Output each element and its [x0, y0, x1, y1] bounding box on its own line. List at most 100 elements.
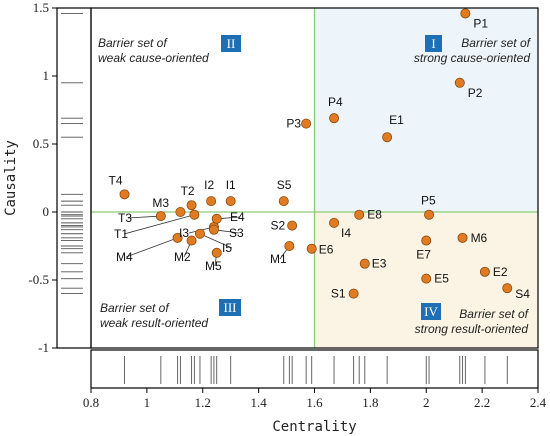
quadrant-iv-title: Barrier set of [459, 307, 529, 321]
point-label-e4: E4 [230, 210, 245, 224]
point-label-m5: M5 [205, 259, 222, 273]
point-label-m1: M1 [270, 252, 287, 266]
data-point-t4 [119, 189, 130, 200]
quadrant-iv-badge [421, 303, 441, 320]
point-label-i3: I3 [179, 226, 189, 240]
data-point-m6 [457, 232, 468, 243]
point-label-p4: P4 [328, 95, 343, 109]
point-label-e8: E8 [367, 208, 382, 222]
point-label-i4: I4 [341, 226, 351, 240]
y-tick-label: 0.5 [33, 136, 49, 151]
y-tick-label: 1.5 [33, 0, 49, 15]
point-label-m3: M3 [152, 196, 169, 210]
quadrant-iii-title: Barrier set of [100, 301, 170, 315]
leader-line-t1 [123, 214, 195, 235]
point-label-i1: I1 [226, 178, 236, 192]
point-label-p1: P1 [473, 16, 488, 30]
data-point-p4 [329, 113, 340, 124]
x-tick-label: 1 [144, 395, 151, 410]
quadrant-i-subtitle: strong cause-oriented [414, 51, 530, 65]
quadrant-iii-subtitle: weak result-oriented [100, 316, 208, 330]
data-point-s1 [348, 288, 359, 299]
x-tick-label: 2 [423, 395, 430, 410]
quadrant-iv-numeral: IV [424, 304, 438, 319]
quadrant-ii-badge [221, 35, 241, 52]
data-point-s3 [208, 224, 219, 235]
y-tick-label: -1 [38, 340, 49, 355]
leader-line-t3 [127, 215, 161, 219]
quadrant-iii-badge [219, 299, 241, 316]
leader-line-m4 [125, 237, 178, 258]
point-label-t1: T1 [114, 227, 128, 241]
data-point-i2 [206, 196, 217, 207]
y-tick-label: 0 [43, 204, 50, 219]
data-point-p1 [460, 8, 471, 19]
data-point-e8 [354, 209, 365, 220]
data-point-m1 [284, 240, 295, 251]
data-point-e7 [421, 235, 432, 246]
data-point-s2 [287, 220, 298, 231]
data-point-e3 [359, 258, 370, 269]
data-point-p2 [454, 77, 465, 88]
data-point-e6 [306, 243, 317, 254]
y-tick-label: -0.5 [28, 272, 49, 287]
point-label-p5: P5 [421, 194, 436, 208]
point-label-m2: M2 [174, 250, 191, 264]
point-label-m4: M4 [116, 250, 133, 264]
point-label-p2: P2 [468, 86, 483, 100]
data-point-s5 [278, 196, 289, 207]
quadrant-i-numeral: I [431, 36, 435, 51]
point-label-t3: T3 [118, 211, 132, 225]
x-tick-label: 2.4 [530, 395, 547, 410]
left-marginal-frame [56, 7, 92, 349]
quadrant-iii-numeral: III [224, 300, 237, 315]
x-tick-label: 2.2 [474, 395, 490, 410]
data-point-i1 [225, 196, 236, 207]
point-label-e3: E3 [372, 257, 387, 271]
x-tick-label: 1.8 [362, 395, 378, 410]
point-label-s2: S2 [270, 219, 285, 233]
point-label-p3: P3 [286, 117, 301, 131]
quadrant-i-title: Barrier set of [461, 36, 531, 50]
point-label-i2: I2 [204, 178, 214, 192]
point-label-s5: S5 [277, 178, 292, 192]
data-point-s4 [502, 283, 513, 294]
data-point-p5 [424, 209, 435, 220]
point-label-s1: S1 [331, 287, 346, 301]
data-point-m4 [172, 232, 183, 243]
quadrant-ii-numeral: II [227, 36, 236, 51]
data-point-t1 [189, 209, 200, 220]
y-axis-title: Causality [3, 140, 19, 216]
data-point-t3 [155, 211, 166, 222]
quadrant-ii-subtitle: weak cause-oriented [98, 51, 209, 65]
data-point-t2 [186, 200, 197, 211]
quadrant-i-badge [425, 35, 442, 52]
data-point-m5 [211, 247, 222, 258]
data-point-i5 [194, 228, 205, 239]
data-point-e4 [211, 213, 222, 224]
x-tick-label: 1.6 [306, 395, 323, 410]
point-label-s4: S4 [515, 287, 530, 301]
data-point-m3 [175, 206, 186, 217]
data-point-e2 [479, 266, 490, 277]
point-label-e1: E1 [389, 113, 404, 127]
quadrant-iv-subtitle: strong result-oriented [415, 322, 529, 336]
data-point-p3 [301, 118, 312, 129]
point-label-e5: E5 [434, 272, 449, 286]
x-tick-label: 0.8 [83, 395, 99, 410]
point-label-t4: T4 [109, 173, 123, 187]
point-label-s3: S3 [229, 226, 244, 240]
point-label-i5: I5 [222, 241, 232, 255]
data-point-m2 [186, 235, 197, 246]
data-point-e5 [421, 273, 432, 284]
point-label-e7: E7 [416, 248, 431, 262]
point-label-e6: E6 [319, 243, 334, 257]
leader-line-i5 [199, 233, 233, 249]
x-axis-title: Centrality [272, 419, 356, 435]
point-label-m6: M6 [471, 231, 488, 245]
quadrant-ii-title: Barrier set of [98, 36, 168, 50]
data-point-e1 [382, 132, 393, 143]
y-tick-label: 1 [43, 68, 50, 83]
x-tick-label: 1.2 [195, 395, 211, 410]
